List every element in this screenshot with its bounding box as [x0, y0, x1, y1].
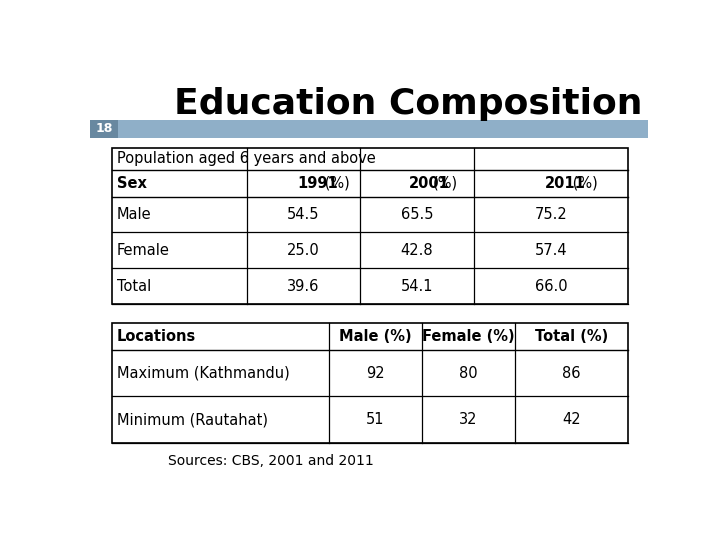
Text: 80: 80 — [459, 366, 478, 381]
Bar — [112, 148, 629, 304]
Text: 65.5: 65.5 — [400, 207, 433, 222]
Text: 18: 18 — [95, 123, 112, 136]
Text: 57.4: 57.4 — [535, 243, 567, 258]
Text: Minimum (Rautahat): Minimum (Rautahat) — [117, 412, 268, 427]
Text: 86: 86 — [562, 366, 581, 381]
Text: Total (%): Total (%) — [535, 329, 608, 343]
Text: Locations: Locations — [117, 329, 197, 343]
Text: Female: Female — [117, 243, 170, 258]
Text: 1991: 1991 — [297, 176, 338, 191]
Text: Population aged 6 years and above: Population aged 6 years and above — [117, 151, 376, 166]
Text: 2011: 2011 — [545, 176, 586, 191]
Text: Education Composition: Education Composition — [174, 87, 642, 122]
Bar — [112, 322, 629, 443]
Bar — [90, 120, 118, 138]
Text: Maximum (Kathmandu): Maximum (Kathmandu) — [117, 366, 289, 381]
Text: 42: 42 — [562, 412, 581, 427]
Text: Male (%): Male (%) — [339, 329, 412, 343]
Text: 75.2: 75.2 — [535, 207, 567, 222]
Text: 42.8: 42.8 — [400, 243, 433, 258]
Text: 54.5: 54.5 — [287, 207, 320, 222]
Text: 66.0: 66.0 — [535, 279, 567, 294]
Text: 51: 51 — [366, 412, 384, 427]
Text: Male: Male — [117, 207, 152, 222]
Text: 39.6: 39.6 — [287, 279, 320, 294]
Text: 25.0: 25.0 — [287, 243, 320, 258]
Bar — [90, 120, 648, 138]
Text: (%): (%) — [432, 176, 457, 191]
Text: Sources: CBS, 2001 and 2011: Sources: CBS, 2001 and 2011 — [168, 454, 374, 468]
Text: 92: 92 — [366, 366, 385, 381]
Text: (%): (%) — [568, 176, 598, 191]
Text: 2001: 2001 — [409, 176, 450, 191]
Text: Female (%): Female (%) — [422, 329, 515, 343]
Text: Total: Total — [117, 279, 151, 294]
Text: Sex: Sex — [117, 176, 147, 191]
Text: (%): (%) — [320, 176, 350, 191]
Text: 32: 32 — [459, 412, 477, 427]
Text: 54.1: 54.1 — [400, 279, 433, 294]
